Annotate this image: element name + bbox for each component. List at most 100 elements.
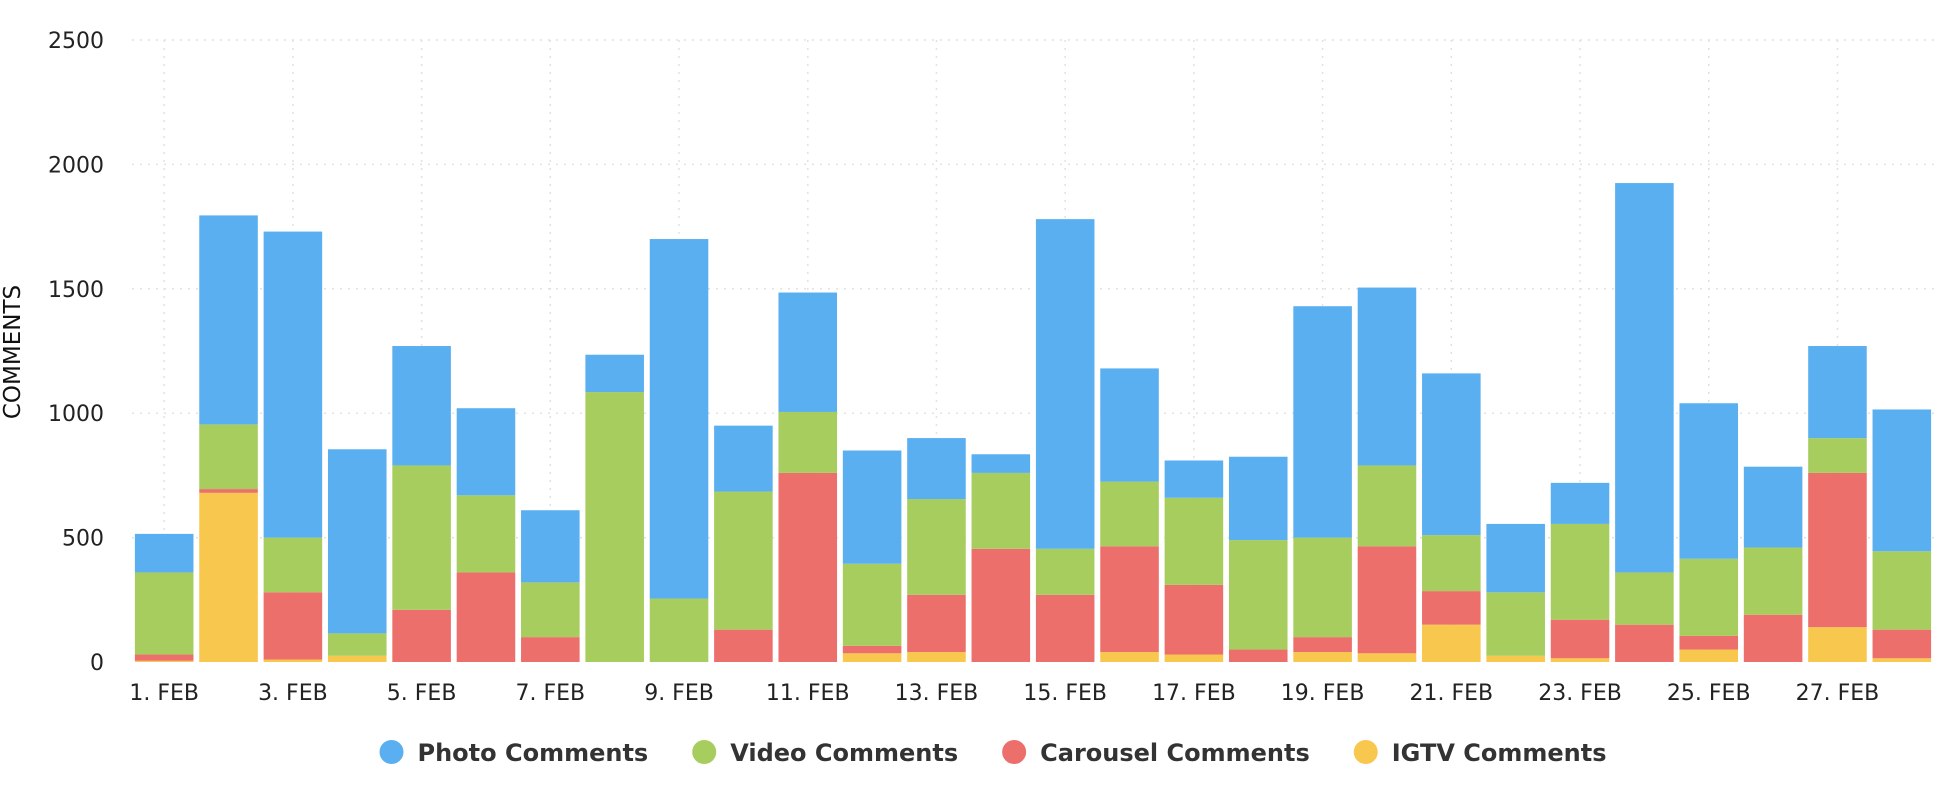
legend-item[interactable]: Photo Comments	[379, 739, 649, 767]
x-tick-label: 3. FEB	[258, 681, 328, 706]
bar-segment	[1293, 637, 1352, 653]
y-tick-label: 2500	[48, 29, 104, 54]
bar-segment	[199, 215, 258, 425]
bar-segment	[1872, 658, 1932, 662]
bar-segment	[778, 472, 838, 662]
bar-segment	[1743, 614, 1803, 662]
bar-segment	[1808, 438, 1867, 473]
bar-segment	[1357, 287, 1417, 466]
bar-segment	[1550, 482, 1610, 524]
legend-label: IGTV Comments	[1392, 739, 1607, 767]
bar-segment	[1486, 655, 1545, 662]
bar-segment	[907, 499, 966, 595]
bar-segment	[1679, 403, 1739, 559]
bar-segment	[1228, 649, 1288, 662]
legend-marker	[1002, 740, 1027, 764]
bar-segment	[649, 598, 709, 662]
bar-segment	[1293, 306, 1352, 538]
bar-segment	[1100, 368, 1159, 482]
bar-segment	[971, 472, 1031, 549]
bar-segment	[327, 633, 387, 656]
x-tick-label: 11. FEB	[766, 681, 850, 706]
bar-segment	[1550, 658, 1610, 662]
bar-segment	[1422, 535, 1481, 592]
bar-segment	[585, 392, 644, 662]
bar-segment	[1550, 523, 1610, 620]
bar-segment	[521, 582, 580, 638]
bar-segment	[971, 454, 1031, 473]
bar-segment	[1357, 546, 1417, 654]
bar-segment	[1550, 619, 1610, 659]
x-tick-label: 17. FEB	[1152, 681, 1236, 706]
y-tick-label: 1500	[48, 278, 104, 303]
bar-segment	[199, 489, 258, 493]
legend-item[interactable]: IGTV Comments	[1353, 739, 1607, 767]
bar-segment	[1293, 537, 1352, 638]
legend-label: Carousel Comments	[1040, 739, 1310, 767]
bar-segment	[263, 659, 323, 662]
bar-segment	[456, 572, 516, 662]
bar-segment	[907, 594, 966, 653]
bar-segment	[199, 492, 258, 662]
bar-segment	[1422, 373, 1481, 536]
y-tick-label: 500	[62, 527, 104, 552]
bar-segment	[1486, 523, 1545, 593]
x-tick-label: 25. FEB	[1667, 681, 1751, 706]
legend-item[interactable]: Carousel Comments	[1002, 739, 1310, 767]
x-tick-label: 9. FEB	[644, 681, 714, 706]
bar-segment	[714, 629, 773, 662]
legend-marker	[1353, 740, 1378, 764]
bar-segment	[1743, 547, 1803, 615]
bar-segment	[456, 495, 516, 573]
bar-segment	[1035, 219, 1095, 549]
bar-segment	[327, 449, 387, 634]
x-axis: 1. FEB 3. FEB 5. FEB 7. FEB 9. FEB 11. FEB 13.…	[129, 681, 1879, 706]
bar-segment	[585, 354, 644, 393]
bar-segment	[134, 533, 194, 573]
bar-segment	[842, 645, 902, 654]
bar-segment	[1164, 654, 1224, 662]
legend-marker	[379, 740, 404, 764]
legend-item[interactable]: Video Comments	[692, 739, 958, 767]
bar-segment	[1100, 481, 1159, 547]
x-tick-label: 13. FEB	[895, 681, 979, 706]
x-tick-label: 21. FEB	[1410, 681, 1494, 706]
bar-segment	[134, 572, 194, 655]
y-tick-label: 2000	[48, 153, 104, 178]
bar-segment	[1486, 592, 1545, 656]
bar-segment	[1422, 591, 1481, 625]
bar-segment	[842, 653, 902, 662]
bar-segment	[1228, 540, 1288, 650]
legend-label: Photo Comments	[418, 739, 649, 767]
x-tick-label: 23. FEB	[1538, 681, 1622, 706]
bar-segment	[842, 450, 902, 564]
bar-segment	[1872, 551, 1932, 630]
bar-segment	[199, 424, 258, 490]
bar-segment	[1808, 472, 1867, 628]
bar-segment	[1615, 624, 1674, 662]
bar-segment	[1035, 594, 1095, 662]
bar-segment	[1679, 558, 1739, 636]
bar-segment	[842, 563, 902, 646]
bar-segment	[1615, 572, 1674, 625]
bar-segment	[1035, 548, 1095, 595]
bars	[134, 183, 1932, 662]
bar-segment	[778, 292, 838, 412]
legend-marker	[692, 740, 717, 764]
bar-segment	[971, 548, 1031, 662]
bar-segment	[778, 411, 838, 473]
bar-segment	[714, 425, 773, 492]
y-axis-title: COMMENTS	[0, 285, 26, 419]
bar-segment	[521, 510, 580, 583]
bar-segment	[907, 652, 966, 662]
bar-segment	[392, 346, 451, 466]
y-tick-label: 0	[90, 651, 104, 676]
bar-segment	[1100, 652, 1159, 662]
bar-segment	[1679, 649, 1739, 662]
y-tick-label: 1000	[48, 402, 104, 427]
x-tick-label: 1. FEB	[129, 681, 199, 706]
bar-segment	[456, 408, 516, 496]
bar-segment	[1164, 460, 1224, 498]
bar-segment	[1743, 466, 1803, 548]
